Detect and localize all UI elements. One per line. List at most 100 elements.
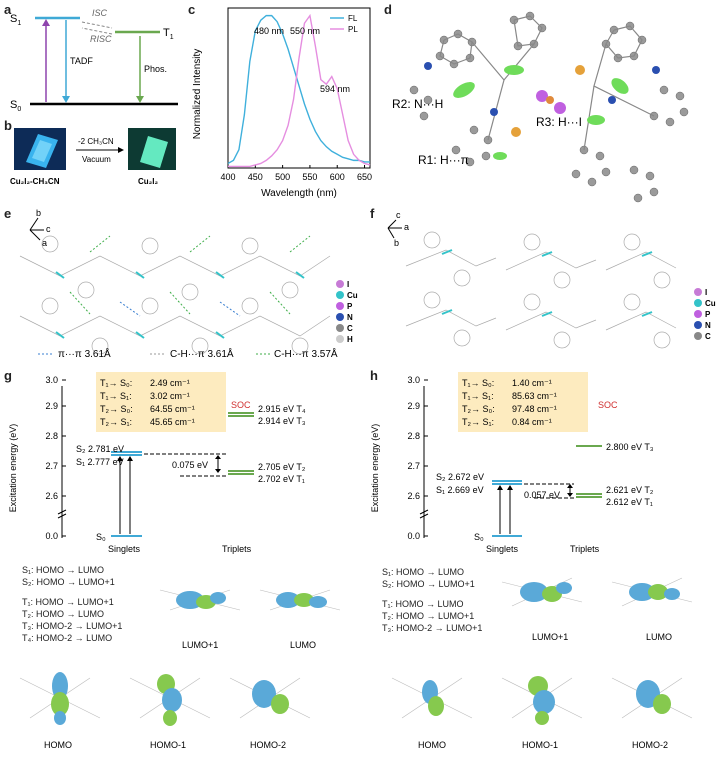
energy-diagram-g: 0.0 2.6 2.7 2.8 2.9 3.0 Excitation energy (eV…: [8, 372, 306, 554]
y-tick-label: 2.8: [45, 431, 58, 441]
y-tick-label: 2.6: [407, 491, 420, 501]
legend-dot-h: [336, 335, 344, 343]
y-tick-label: 2.8: [407, 431, 420, 441]
legend-label-cu: Cu: [347, 291, 358, 300]
legend-dot-cu: [336, 291, 344, 299]
legend-dot-i: [336, 280, 344, 288]
contact-legend-e: π···π 3.61Å C-H···π 3.61Å C-H···π 3.57Å: [38, 347, 338, 360]
orbital-homo-h: [391, 677, 473, 719]
panel-label-e: e: [4, 206, 12, 221]
annotation-594: 594 nm: [320, 84, 350, 94]
legend-f: I Cu PNC: [694, 288, 716, 341]
soc-tag-h: SOC: [598, 400, 618, 410]
singlets-label-g: Singlets: [108, 544, 141, 554]
soc-row-label: T₂→ S₁:: [462, 417, 494, 427]
y-tick-label: 2.7: [407, 461, 420, 471]
phos-label: Phos.: [144, 64, 167, 74]
t1-label-h: 2.612 eV T₁: [606, 497, 653, 507]
y-axis-label-h: Excitation energy (eV): [370, 424, 380, 513]
iodine-atom-2: [554, 102, 566, 114]
legend-label-c: C: [347, 324, 353, 333]
orbital-homo1-h: [501, 676, 583, 725]
panel-label-g: g: [4, 368, 12, 383]
legend-dot-n: [336, 313, 344, 321]
contact-pi-pi: π···π 3.61Å: [58, 347, 111, 360]
transition-g-5: T₄: HOMO-2 → LUMO: [22, 633, 113, 643]
orbital-label-lumo1-g: LUMO+1: [182, 640, 218, 650]
soc-tag-g: SOC: [231, 400, 251, 410]
panel-label-d: d: [384, 2, 392, 17]
gap-label-h: 0.057 eV: [524, 490, 560, 500]
t2-label-h: 2.621 eV T₂: [606, 485, 654, 495]
transition-g-4: T₃: HOMO-2 → LUMO+1: [22, 621, 123, 631]
soc-row-label: T₁→ S₀:: [100, 378, 132, 388]
s1-label-g: S₁ 2.777 eV: [76, 457, 124, 467]
risc-label: RISC: [90, 34, 112, 44]
orbital-label-lumo-h: LUMO: [646, 632, 672, 642]
contact-ch-pi-2: C-H···π 3.57Å: [274, 347, 338, 360]
legend-pl: PL: [348, 25, 358, 34]
transition-g-1: S₂: HOMO → LUMO+1: [22, 577, 115, 587]
legend-dot-n: [694, 321, 702, 329]
transition-h-0: S₁: HOMO → LUMO: [382, 567, 465, 577]
soc-row-label: T₂→ S₀:: [100, 404, 133, 414]
axis-indicator-f: c a b: [387, 210, 409, 248]
orbital-lumo-h: [611, 577, 693, 607]
legend-fl: FL: [348, 14, 358, 23]
soc-row-value: 3.02 cm⁻¹: [150, 391, 190, 401]
contact-ch-pi-1: C-H···π 3.61Å: [170, 347, 234, 360]
soc-row-value: 64.55 cm⁻¹: [150, 404, 195, 414]
series-line-fl: [227, 14, 370, 165]
tadf-label: TADF: [70, 56, 93, 66]
triplets-label-g: Triplets: [222, 544, 252, 554]
energy-diagram-h: 0.0 2.6 2.7 2.8 2.9 3.0 Excitation energy (eV…: [370, 372, 654, 554]
orbital-homo2-h: [611, 677, 693, 719]
orbital-label-homo1-h: HOMO-1: [522, 740, 558, 750]
r2-label: R2: N···H: [392, 97, 443, 111]
axis-indicator-e: b c a: [29, 208, 51, 248]
svg-text:a: a: [404, 222, 409, 232]
x-tick-label: 600: [330, 172, 345, 182]
soc-box-h: [458, 372, 588, 432]
y-tick-label: 3.0: [407, 375, 420, 385]
legend-label-n: N: [347, 313, 353, 322]
panel-label-b: b: [4, 118, 12, 133]
x-tick-label: 650: [357, 172, 372, 182]
orbital-lumo-g: [259, 589, 341, 611]
orbital-label-homo-g: HOMO: [44, 740, 72, 750]
r3-label: R3: H···I: [536, 115, 582, 129]
y-tick-label: 2.7: [45, 461, 58, 471]
legend-label-p: P: [705, 310, 711, 319]
transition-g-3: T₂: HOMO → LUMO: [22, 609, 104, 619]
left-crystal-label: Cu₂I₂-CH₃CN: [10, 177, 60, 186]
isc-label: ISC: [92, 8, 108, 18]
x-tick-label: 400: [220, 172, 235, 182]
r1-label: R1: H···π: [418, 153, 469, 167]
s2-label-g: S₂ 2.781 eV: [76, 444, 124, 454]
legend-label-h: H: [347, 335, 353, 344]
legend-label-n: N: [705, 321, 711, 330]
panel-label-h: h: [370, 368, 378, 383]
triplets-label-h: Triplets: [570, 544, 600, 554]
step-label: -2 CH₃CN: [78, 137, 114, 146]
legend-dot-cu: [694, 299, 702, 307]
crystal-transformation: -2 CH₃CN Vacuum Cu₂I₂-CH₃CN Cu₂I₂: [10, 128, 176, 186]
soc-row-value: 2.49 cm⁻¹: [150, 378, 190, 388]
transition-h-2: T₁: HOMO → LUMO: [382, 599, 464, 609]
legend-dot-c: [694, 332, 702, 340]
legend-label-i: I: [705, 288, 707, 297]
singlets-label-h: Singlets: [486, 544, 519, 554]
y-tick-label: 2.9: [45, 401, 58, 411]
svg-text:a: a: [42, 238, 47, 248]
legend-label-i: I: [347, 280, 349, 289]
emission-spectra-chart: 400 450 500 550 600 650 Normalized Intensity …: [192, 7, 372, 199]
right-crystal-label: Cu₂I₂: [138, 177, 158, 186]
svg-text:c: c: [46, 224, 51, 234]
s2-label-h: S₂ 2.672 eV: [436, 472, 484, 482]
chart-legend: FL PL: [330, 14, 358, 34]
plot-frame: [227, 7, 371, 169]
orbital-homo1-g: [129, 674, 211, 726]
transition-list-g: S₁: HOMO → LUMO S₂: HOMO → LUMO+1 T₁: HO…: [22, 564, 162, 644]
carbon-atoms: [409, 11, 689, 203]
soc-row-value: 85.63 cm⁻¹: [512, 391, 557, 401]
